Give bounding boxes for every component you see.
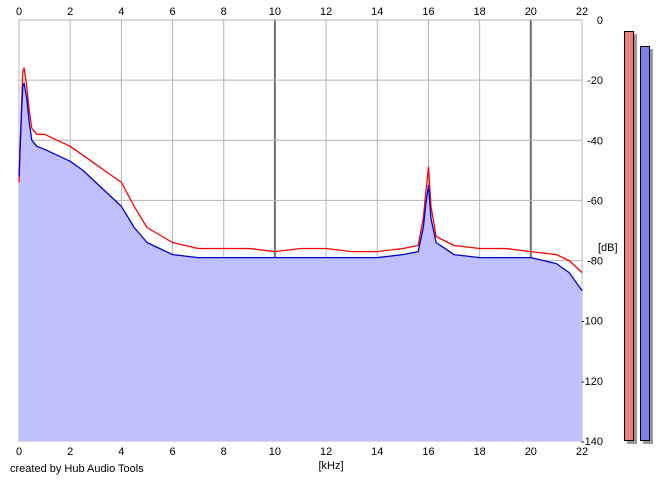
x-tick-label-bottom: 6 — [169, 446, 175, 458]
x-tick-label-top: 8 — [221, 6, 227, 18]
x-tick-label-bottom: 12 — [320, 446, 332, 458]
x-tick-label-top: 0 — [16, 6, 22, 18]
x-tick-label-top: 22 — [576, 6, 588, 18]
x-tick-label-bottom: 14 — [371, 446, 383, 458]
spectrum-fill-area — [19, 83, 582, 441]
x-axis-label: [kHz] — [318, 460, 343, 472]
x-tick-label-top: 20 — [525, 6, 537, 18]
x-tick-label-top: 14 — [371, 6, 383, 18]
y-tick-label: 0 — [597, 15, 603, 27]
spectrum-series — [18, 67, 583, 441]
left-channel-level-meter — [624, 30, 634, 441]
x-tick-label-top: 16 — [422, 6, 434, 18]
right-channel-level-meter — [640, 45, 650, 441]
x-tick-label-bottom: 18 — [474, 446, 486, 458]
x-tick-label-bottom: 0 — [16, 446, 22, 458]
left-channel-line — [18, 67, 583, 274]
right-channel-line — [18, 82, 583, 291]
y-tick-label: -60 — [587, 195, 603, 207]
x-tick-label-bottom: 8 — [221, 446, 227, 458]
x-tick-label-top: 18 — [474, 6, 486, 18]
y-tick-label: -40 — [587, 135, 603, 147]
x-tick-label-bottom: 10 — [269, 446, 281, 458]
y-tick-label: -120 — [581, 376, 603, 388]
x-tick-label-bottom: 4 — [118, 446, 124, 458]
y-axis-label: [dB] — [598, 242, 618, 254]
x-tick-label-bottom: 22 — [576, 446, 588, 458]
y-tick-label: -100 — [581, 316, 603, 328]
x-tick-label-top: 10 — [269, 6, 281, 18]
x-tick-label-bottom: 2 — [67, 446, 73, 458]
y-tick-labels: 0 -20 -40 -60 -80 -100 -120 -140 — [581, 15, 603, 448]
y-tick-label: -80 — [587, 256, 603, 268]
y-tick-label: -20 — [587, 75, 603, 87]
x-tick-label-bottom: 16 — [422, 446, 434, 458]
x-tick-label-top: 12 — [320, 6, 332, 18]
x-tick-label-bottom: 20 — [525, 446, 537, 458]
x-tick-label-top: 2 — [67, 6, 73, 18]
x-tick-label-top: 4 — [118, 6, 124, 18]
credit-text: created by Hub Audio Tools — [10, 463, 144, 475]
x-tick-label-top: 6 — [169, 6, 175, 18]
y-tick-label: -140 — [581, 436, 603, 448]
